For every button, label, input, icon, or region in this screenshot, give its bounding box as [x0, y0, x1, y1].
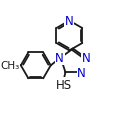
Text: N: N [81, 52, 90, 65]
Text: N: N [55, 52, 64, 65]
Text: HS: HS [55, 78, 71, 91]
Text: N: N [64, 14, 73, 27]
Text: N: N [77, 66, 85, 79]
Text: CH₃: CH₃ [0, 61, 19, 71]
